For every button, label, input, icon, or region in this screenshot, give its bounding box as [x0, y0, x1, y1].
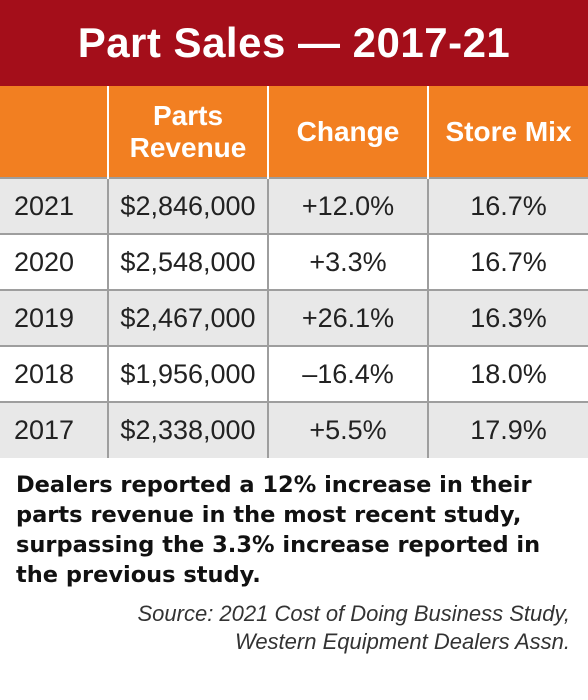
source-line-2: Western Equipment Dealers Assn.: [234, 629, 570, 654]
chart-title: Part Sales — 2017-21: [0, 0, 588, 86]
header-parts-revenue-line2: Revenue: [129, 131, 247, 163]
cell-year: 2018: [0, 345, 108, 402]
header-parts-revenue: Parts Revenue: [107, 86, 268, 178]
cell-store-mix: 16.3%: [427, 289, 588, 346]
cell-revenue: $2,338,000: [107, 401, 268, 458]
cell-change: +26.1%: [267, 289, 428, 346]
cell-year: 2019: [0, 289, 108, 346]
source-citation: Source: 2021 Cost of Doing Business Stud…: [0, 590, 588, 656]
header-year: [0, 86, 108, 178]
cell-revenue: $2,467,000: [107, 289, 268, 346]
sales-table: Parts Revenue Change Store Mix 2021 $2,8…: [0, 86, 588, 458]
cell-store-mix: 18.0%: [427, 345, 588, 402]
header-store-mix: Store Mix: [427, 86, 588, 178]
cell-year: 2020: [0, 233, 108, 290]
cell-change: +3.3%: [267, 233, 428, 290]
cell-change: +12.0%: [267, 177, 428, 234]
cell-revenue: $2,548,000: [107, 233, 268, 290]
table-row: 2021 $2,846,000 +12.0% 16.7%: [0, 177, 588, 234]
cell-change: –16.4%: [267, 345, 428, 402]
table-row: 2020 $2,548,000 +3.3% 16.7%: [0, 233, 588, 290]
cell-store-mix: 16.7%: [427, 233, 588, 290]
table-row: 2018 $1,956,000 –16.4% 18.0%: [0, 345, 588, 402]
table-row: 2017 $2,338,000 +5.5% 17.9%: [0, 401, 588, 458]
source-line-1: Source: 2021 Cost of Doing Business Stud…: [137, 601, 570, 626]
cell-year: 2017: [0, 401, 108, 458]
header-parts-revenue-line1: Parts: [152, 99, 224, 131]
cell-store-mix: 16.7%: [427, 177, 588, 234]
table-row: 2019 $2,467,000 +26.1% 16.3%: [0, 289, 588, 346]
cell-store-mix: 17.9%: [427, 401, 588, 458]
summary-note: Dealers reported a 12% increase in their…: [16, 472, 541, 588]
header-change-label: Change: [296, 115, 400, 147]
cell-change: +5.5%: [267, 401, 428, 458]
header-store-mix-label: Store Mix: [445, 115, 572, 147]
cell-year: 2021: [0, 177, 108, 234]
table-header-row: Parts Revenue Change Store Mix: [0, 86, 588, 178]
header-change: Change: [267, 86, 428, 178]
cell-revenue: $1,956,000: [107, 345, 268, 402]
cell-revenue: $2,846,000: [107, 177, 268, 234]
